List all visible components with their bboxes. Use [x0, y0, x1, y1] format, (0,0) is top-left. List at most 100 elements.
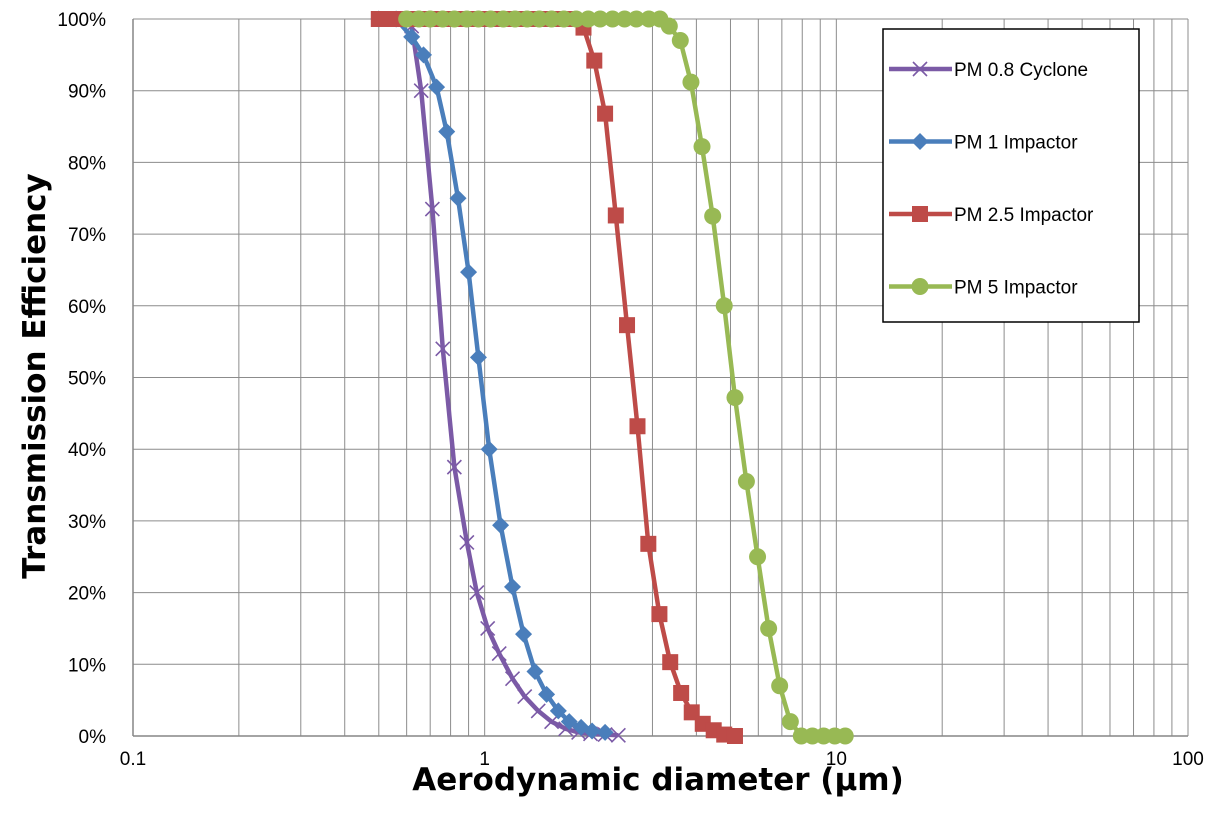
x-tick-label: 1 [479, 749, 490, 770]
data-point [538, 685, 556, 703]
data-point [530, 703, 546, 719]
data-point [504, 671, 521, 687]
data-point [607, 207, 624, 224]
data-point [682, 73, 700, 91]
data-point [398, 10, 416, 28]
data-point [673, 684, 690, 701]
data-point [583, 722, 601, 740]
data-point [660, 17, 678, 35]
data-point [619, 317, 636, 334]
data-point [413, 83, 429, 99]
data-point [567, 10, 585, 28]
data-point [693, 138, 711, 156]
data-point [415, 46, 433, 64]
data-point [494, 10, 512, 28]
y-tick-label: 10% [68, 655, 106, 676]
data-point [446, 459, 462, 475]
data-point [428, 78, 446, 96]
x-tick-label: 0.1 [120, 749, 146, 770]
axis-labels: 0% 10% 20% 30% 40% 50% 60% 70% 80% 90% 100% 0.1 1 10 1… [57, 10, 1203, 770]
y-tick-label: 50% [68, 369, 106, 390]
data-point [640, 535, 657, 552]
data-point [469, 348, 487, 366]
data-point [449, 189, 467, 207]
legend: PM 0.8 Cyclone PM 1 Impactor PM 2.5 Impact… [882, 28, 1140, 323]
data-point [549, 702, 567, 720]
series-pm-5-impactor [398, 10, 854, 745]
data-point [760, 619, 778, 637]
data-point [629, 418, 646, 435]
data-point [579, 10, 597, 28]
data-point [671, 32, 689, 50]
legend-label: PM 1 Impactor [954, 133, 1078, 154]
data-point [596, 723, 614, 741]
legend-item: PM 0.8 Cyclone [889, 60, 1088, 81]
legend-swatch-marker [912, 61, 928, 77]
data-point [704, 207, 722, 225]
legend-label: PM 5 Impactor [954, 278, 1078, 299]
data-point [435, 341, 451, 357]
data-point [526, 662, 544, 680]
y-axis-title: Transmission Efficiency [17, 173, 53, 579]
legend-item: PM 2.5 Impactor [889, 205, 1094, 226]
series-pm-1-impactor [370, 10, 614, 741]
y-tick-label: 90% [68, 82, 106, 103]
data-point [424, 201, 440, 217]
data-point [737, 472, 755, 490]
data-point [370, 11, 387, 27]
x-tick-label: 100 [1172, 749, 1204, 770]
data-point [749, 548, 767, 566]
data-point [480, 440, 498, 458]
data-point [662, 654, 679, 671]
data-point [460, 263, 478, 281]
legend-swatch-marker [911, 278, 929, 295]
legend-item: PM 1 Impactor [889, 133, 1078, 154]
y-tick-label: 30% [68, 512, 106, 533]
y-tick-label: 20% [68, 584, 106, 605]
data-point [518, 10, 536, 28]
x-tick-label: 10 [826, 749, 847, 770]
data-point [445, 10, 463, 28]
x-axis-title: Aerodynamic diameter (µm) [412, 762, 904, 798]
data-point [726, 389, 744, 407]
data-point [610, 727, 626, 743]
data-point [491, 645, 507, 662]
data-point [604, 10, 622, 28]
data-point [715, 297, 733, 315]
y-tick-label: 80% [68, 153, 106, 174]
legend-label: PM 0.8 Cyclone [954, 60, 1088, 81]
data-point [469, 10, 487, 28]
y-tick-label: 100% [57, 10, 106, 31]
data-point [771, 677, 789, 695]
data-point [627, 10, 645, 28]
data-point [651, 606, 668, 623]
data-point [616, 10, 634, 28]
data-point [530, 10, 548, 28]
data-point [482, 10, 500, 28]
data-point [421, 10, 439, 28]
data-point [543, 10, 561, 28]
data-point [726, 728, 743, 744]
data-point [480, 620, 496, 637]
data-point [597, 105, 614, 122]
legend-swatch-marker [911, 133, 929, 150]
data-point [469, 585, 485, 601]
data-point [504, 578, 522, 596]
legend-item: PM 5 Impactor [889, 278, 1078, 299]
data-point [555, 10, 573, 28]
data-point [403, 28, 421, 46]
data-point [591, 10, 609, 28]
data-point [385, 11, 402, 27]
series-layer [370, 10, 854, 745]
data-point [459, 534, 475, 550]
data-point [586, 52, 603, 69]
data-point [438, 123, 456, 141]
data-point [836, 727, 854, 745]
data-point [781, 713, 799, 731]
legend-label: PM 2.5 Impactor [954, 205, 1094, 226]
legend-swatch-marker [912, 206, 928, 222]
y-tick-label: 40% [68, 440, 106, 461]
legend-box [882, 28, 1140, 323]
data-point [492, 516, 510, 534]
